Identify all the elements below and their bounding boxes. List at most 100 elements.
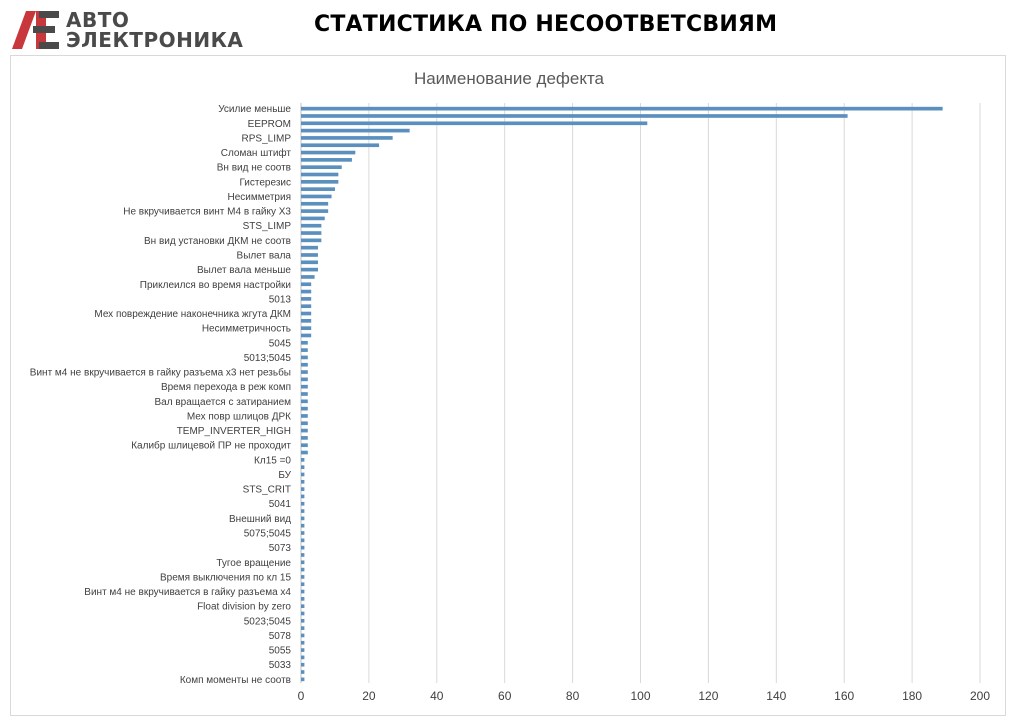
category-label: Гистерезис [239, 177, 291, 188]
category-labels: Усилие меньше EEPROM RPS_LIMP Сломан штифт В… [30, 104, 292, 686]
bar [301, 567, 305, 572]
x-tick-label: 60 [498, 689, 512, 703]
bar [301, 319, 312, 323]
bar [301, 648, 305, 652]
bar [301, 384, 308, 389]
bar [301, 458, 305, 462]
bar [301, 575, 305, 579]
bar [301, 436, 308, 440]
category-label: 5023;5045 [244, 616, 292, 627]
bar [301, 165, 342, 170]
category-label: Вн вид не соотв [217, 163, 291, 174]
bar [301, 670, 305, 674]
bar [301, 340, 308, 345]
logo-text-line1: АВТО [66, 8, 130, 32]
chart-title: Наименование дефекта [413, 69, 605, 88]
category-label: Комп моменты не соотв [180, 675, 291, 686]
bar [301, 223, 322, 228]
bar [301, 114, 848, 118]
bar [301, 172, 339, 177]
bar [301, 362, 308, 367]
logo-text-line2: ЭЛЕКТРОНИКА [66, 28, 244, 52]
category-label: 5033 [269, 660, 292, 671]
x-tick-label: 20 [362, 689, 376, 703]
bar [301, 355, 308, 360]
category-label: Вал вращается с затиранием [155, 397, 292, 408]
bar [301, 106, 943, 111]
category-label: 5041 [269, 499, 292, 510]
bar [301, 640, 305, 645]
category-label: EEPROM [248, 119, 291, 130]
bar [301, 209, 329, 213]
category-label: Вылет вала меньше [197, 265, 291, 276]
category-label: Внешний вид [229, 514, 291, 525]
category-label: Несимметрия [228, 192, 292, 203]
bar [301, 370, 308, 374]
category-label: Кл15 =0 [254, 455, 291, 466]
category-label: Винт м4 не вкручивается в гайку разъема … [30, 367, 291, 379]
category-label: 5013;5045 [244, 353, 292, 364]
category-label: STS_CRIT [243, 485, 291, 496]
category-label: STS_LIMP [243, 221, 292, 232]
bar [301, 260, 318, 265]
report-header: АВТО ЭЛЕКТРОНИКА СТАТИСТИКА ПО НЕСООТВЕТ… [0, 0, 1013, 54]
x-axis-ticks: 0 20 40 60 80 100 120 140 160 180 200 [298, 689, 991, 703]
bar [301, 611, 305, 616]
bar [301, 626, 305, 630]
bar [301, 509, 305, 513]
x-tick-label: 180 [902, 689, 922, 703]
bar [301, 275, 315, 279]
category-label: Время перехода в реж комп [161, 382, 291, 393]
bar [301, 326, 312, 330]
x-tick-label: 100 [630, 689, 650, 703]
bar [301, 553, 305, 557]
bars [301, 106, 943, 682]
category-label: 5055 [269, 646, 292, 657]
bar [301, 677, 305, 682]
bar [301, 633, 305, 638]
category-label: Тугое вращение [216, 558, 291, 569]
bar [301, 282, 312, 287]
category-label: RPS_LIMP [242, 133, 292, 144]
category-label: Вылет вала [237, 250, 292, 261]
bar [301, 136, 393, 140]
bar [301, 150, 356, 155]
bar [301, 465, 305, 469]
bar [301, 531, 305, 535]
bar [301, 267, 318, 272]
bar [301, 450, 308, 455]
category-label: Винт м4 не вкручивается в гайку разъема … [84, 587, 291, 598]
category-label: 5078 [269, 631, 292, 642]
bar [301, 348, 308, 352]
bar [301, 479, 305, 484]
category-label: 5045 [269, 338, 292, 349]
category-label: Мех повр шлицов ДРК [187, 411, 291, 422]
bar [301, 187, 335, 191]
x-tick-label: 120 [698, 689, 718, 703]
gridlines [300, 103, 981, 683]
bar [301, 618, 305, 623]
bar [301, 428, 308, 433]
bar [301, 589, 305, 594]
bar [301, 377, 308, 382]
category-label: Float division by zero [197, 602, 291, 613]
bar [301, 121, 648, 126]
bar [301, 194, 332, 199]
category-label: TEMP_INVERTER_HIGH [177, 426, 291, 437]
category-label: Приклеилcя во время настройки [140, 280, 291, 291]
bar [301, 304, 312, 309]
bar [301, 472, 305, 477]
bar [301, 201, 329, 206]
category-label: Несимметричность [202, 324, 291, 335]
bar [301, 399, 308, 404]
category-label: Калибр шлицевой ПР не проходит [131, 440, 291, 452]
category-label: Вн вид установки ДКМ не соотв [144, 236, 291, 247]
bar [301, 494, 305, 499]
category-label: Сломан штифт [221, 147, 292, 159]
bar [301, 582, 305, 587]
bar [301, 487, 305, 491]
bar [301, 158, 352, 162]
chart-frame: Наименование дефекта [10, 55, 1006, 716]
category-label: БУ [278, 470, 291, 481]
bar [301, 597, 305, 601]
